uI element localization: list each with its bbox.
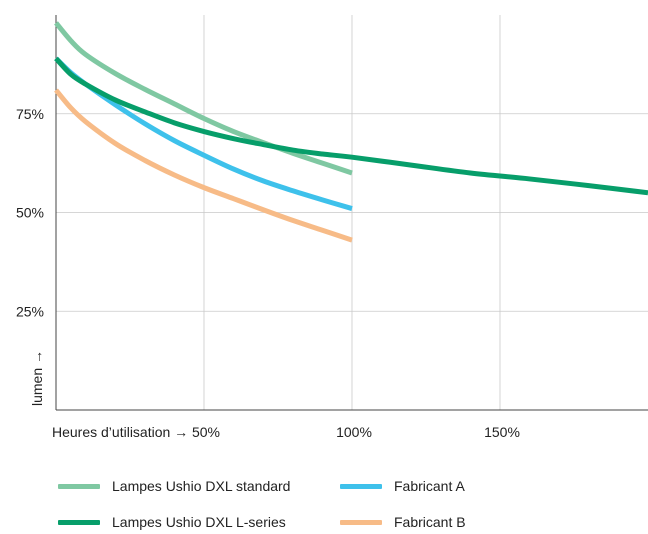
- x-tick-label: 50%: [192, 424, 220, 440]
- line-chart: Heures d’utilisation → lumen → 25% 50% 75%…: [0, 0, 648, 470]
- x-tick-label: 100%: [336, 424, 372, 440]
- legend-item-dxl-l-series: Lampes Ushio DXL L-series: [58, 510, 286, 534]
- chart-legend: Lampes Ushio DXL standard Fabricant A La…: [58, 470, 618, 530]
- legend-item-fabricant-b: Fabricant B: [340, 510, 466, 534]
- label-layer: Heures d’utilisation → lumen → 25% 50% 75%…: [16, 106, 520, 440]
- legend-item-dxl-standard: Lampes Ushio DXL standard: [58, 474, 290, 498]
- legend-swatch: [58, 484, 100, 489]
- y-tick-label: 50%: [16, 205, 44, 221]
- legend-label: Fabricant A: [394, 478, 465, 494]
- legend-swatch: [58, 520, 100, 525]
- x-tick-label: 150%: [484, 424, 520, 440]
- legend-label: Lampes Ushio DXL standard: [112, 478, 290, 494]
- grid-layer: [56, 15, 648, 410]
- legend-swatch: [340, 520, 382, 525]
- legend-label: Fabricant B: [394, 514, 466, 530]
- x-axis-label: Heures d’utilisation →: [52, 424, 188, 440]
- legend-label: Lampes Ushio DXL L-series: [112, 514, 286, 530]
- legend-swatch: [340, 484, 382, 489]
- legend-item-fabricant-a: Fabricant A: [340, 474, 465, 498]
- y-axis-label: lumen →: [29, 350, 45, 406]
- y-tick-label: 75%: [16, 106, 44, 122]
- y-tick-label: 25%: [16, 303, 44, 319]
